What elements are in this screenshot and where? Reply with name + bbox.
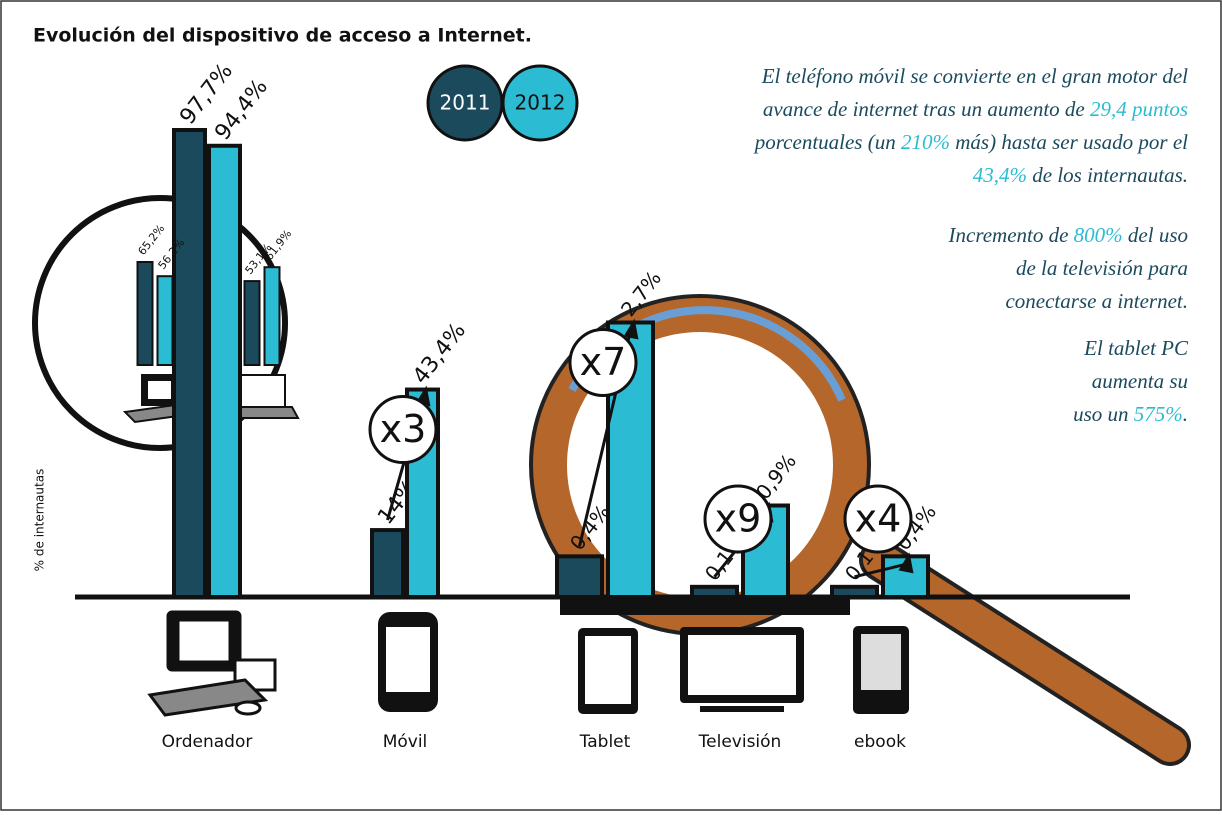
note-line: aumenta su [1092, 369, 1188, 393]
y-axis-label: % de internautas [33, 469, 47, 572]
growth-arrow [854, 562, 906, 579]
bar [690, 584, 739, 599]
title: Evolución del dispositivo de acceso a In… [33, 25, 532, 47]
note-text: aumenta su [1092, 369, 1188, 393]
multiplier-badge [843, 484, 913, 554]
note-line: de la televisión para [1016, 256, 1188, 280]
category-label: Tablet [579, 732, 631, 752]
note-line: Incremento de 800% del uso [948, 223, 1189, 247]
note-text: más) hasta ser usado por el [950, 130, 1188, 154]
note-text: porcentuales (un [753, 130, 901, 154]
note-highlight: 43,4% [973, 163, 1027, 187]
ebook-icon [853, 626, 909, 714]
note-text: uso un [1073, 402, 1134, 426]
multiplier-label: x4 [855, 497, 902, 541]
arrow-head [623, 318, 639, 340]
multiplier-label: x3 [380, 407, 427, 451]
note-text: El teléfono móvil se convierte en el gra… [761, 64, 1188, 88]
legend-swatch [501, 64, 579, 142]
note-highlight: 575% [1134, 402, 1183, 426]
note-line: porcentuales (un 210% más) hasta ser usa… [753, 130, 1188, 154]
bar [370, 528, 405, 600]
desktop-icon [147, 610, 277, 717]
note-line: 43,4% de los internautas. [973, 163, 1188, 187]
bar [243, 280, 261, 366]
note-highlight: 29,4 puntos [1090, 97, 1188, 121]
note-line: El teléfono móvil se convierte en el gra… [761, 64, 1188, 88]
category-label: ebook [854, 732, 906, 752]
multiplier-label: x7 [580, 340, 627, 384]
bar [172, 127, 207, 600]
category-label: Ordenador [162, 732, 253, 752]
note-text: de los internautas. [1027, 163, 1188, 187]
multiplier-badge [568, 328, 638, 397]
note-text: Incremento de [948, 223, 1074, 247]
note-text: El tablet PC [1083, 336, 1189, 360]
note-line: uso un 575%. [1073, 402, 1188, 426]
tv-icon [680, 627, 804, 712]
category-label: Televisión [698, 732, 782, 752]
bar [136, 260, 154, 367]
arrow-head [898, 552, 914, 574]
note-line: avance de internet tras un aumento de 29… [763, 97, 1188, 121]
multiplier-badge [703, 484, 773, 554]
note-line: conectarse a internet. [1005, 289, 1188, 313]
tablet-icon [578, 628, 638, 714]
bar [207, 143, 242, 599]
note-text: de la televisión para [1016, 256, 1188, 280]
category-label: Móvil [383, 732, 428, 752]
lens-baseline [560, 597, 850, 615]
multiplier-label: x9 [715, 497, 762, 541]
note-text: conectarse a internet. [1005, 289, 1188, 313]
note-text: . [1183, 402, 1188, 426]
note-line: El tablet PC [1083, 336, 1189, 360]
mobile-icon [378, 612, 438, 712]
bar [555, 554, 604, 599]
note-text: avance de internet tras un aumento de [763, 97, 1090, 121]
legend-label: 2012 [515, 91, 566, 115]
bar [156, 275, 174, 367]
bar [263, 266, 281, 366]
note-text: del uso [1123, 223, 1188, 247]
legend-label: 2011 [440, 91, 491, 115]
multiplier-badge [368, 395, 438, 465]
bar [830, 584, 879, 599]
note-highlight: 800% [1074, 223, 1123, 247]
note-highlight: 210% [901, 130, 950, 154]
